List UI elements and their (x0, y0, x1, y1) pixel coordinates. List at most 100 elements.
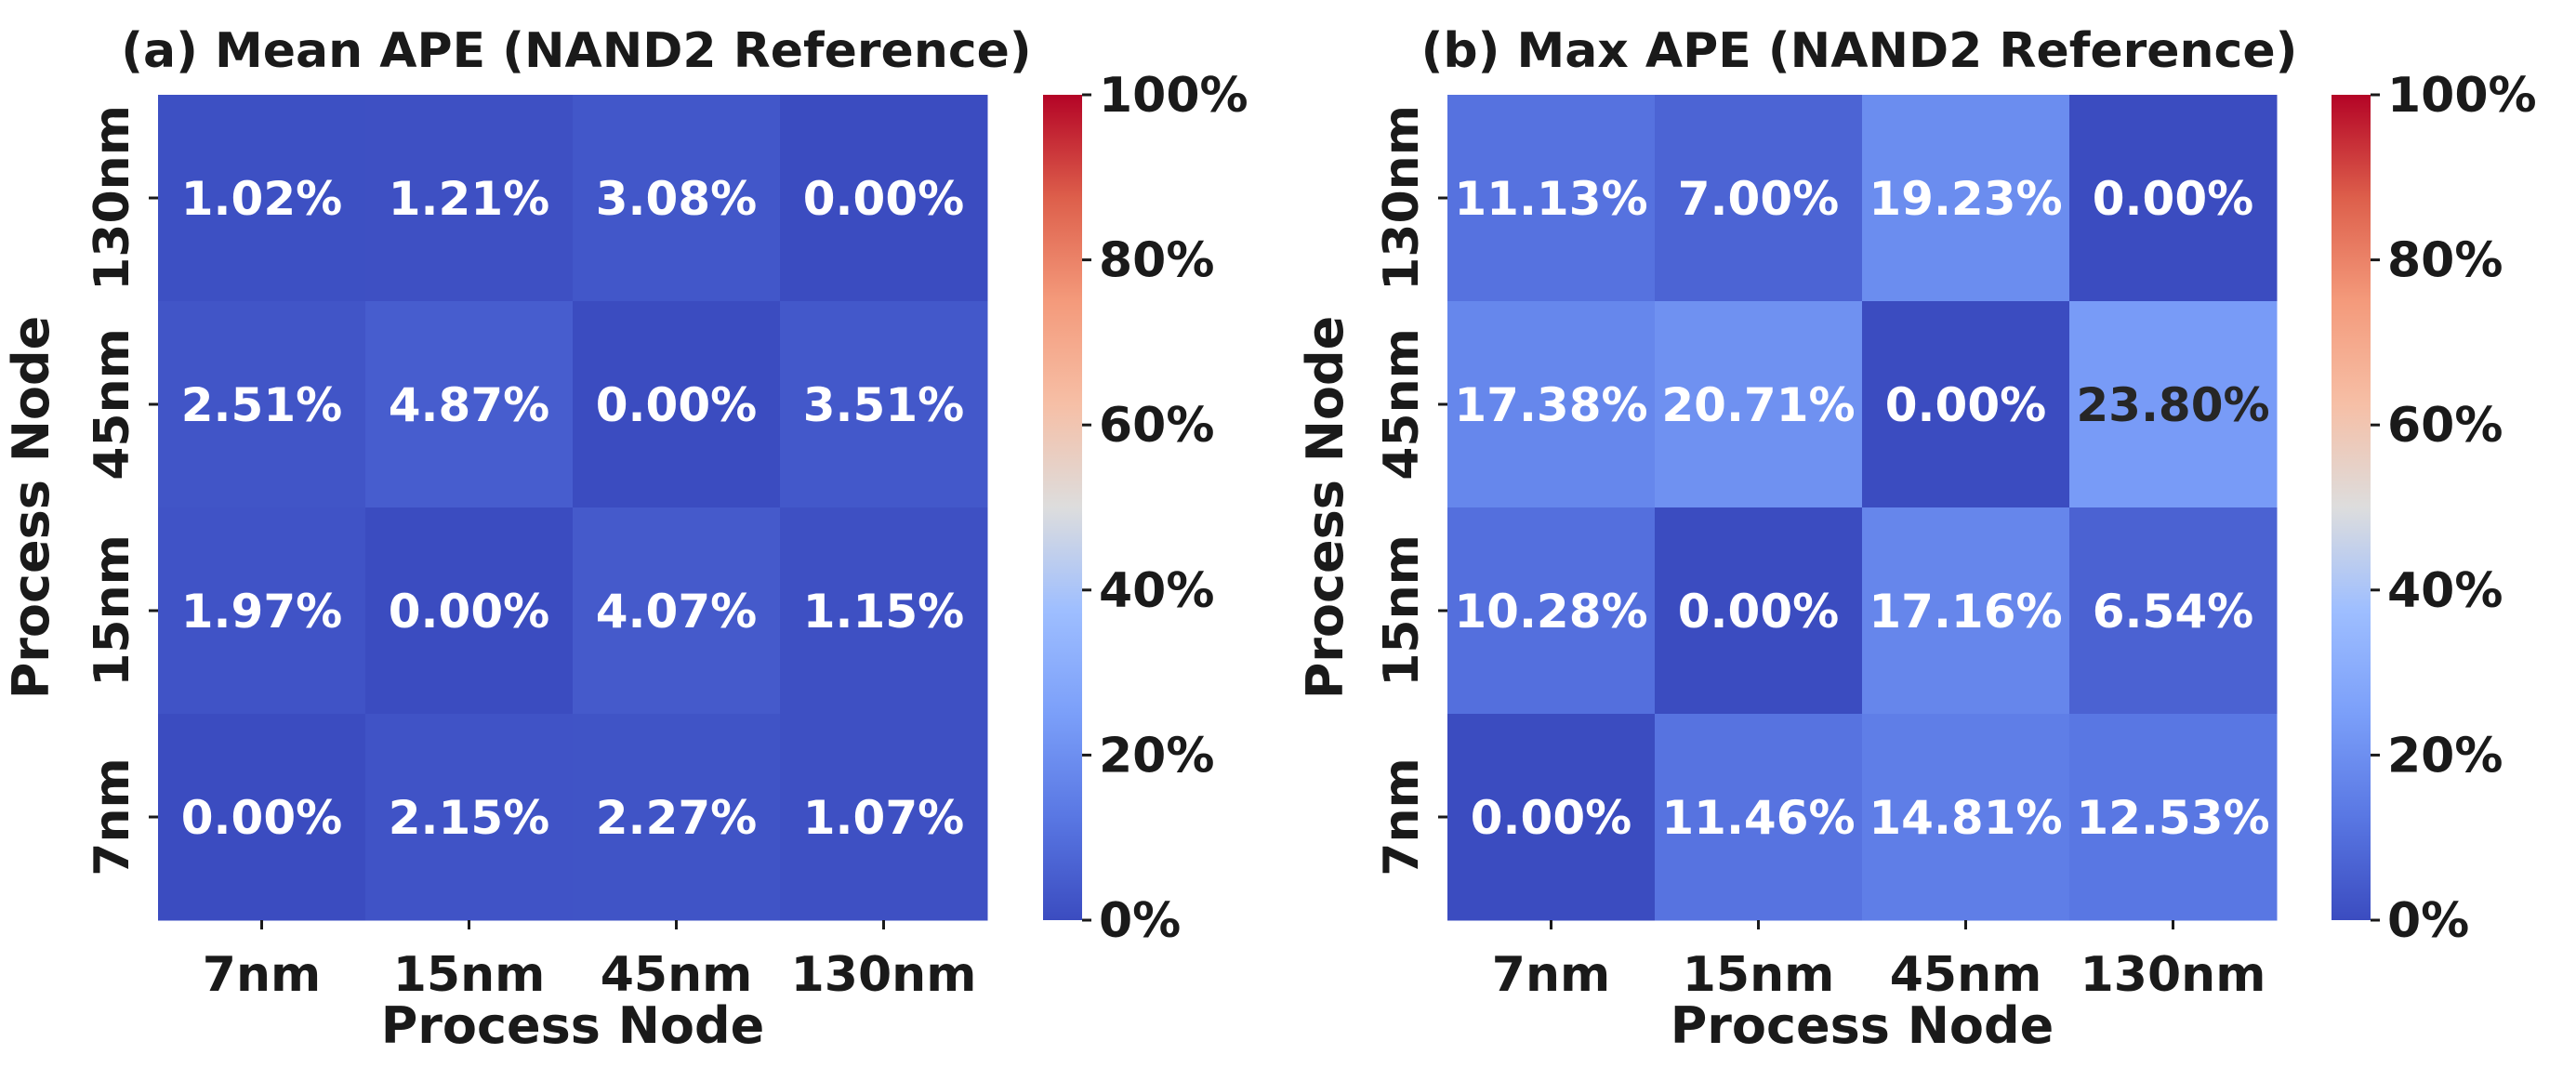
x-tick-label: 45nm (1890, 947, 2042, 1003)
heatmap-cell (573, 95, 781, 302)
colorbar-tick-label: 0% (2387, 893, 2469, 949)
heatmap-cell (780, 507, 988, 715)
colorbar-tick-label: 20% (2387, 728, 2503, 784)
x-tick-label: 45nm (601, 947, 753, 1003)
cell-value-label: 2.51% (181, 378, 342, 432)
heatmap-cell (158, 95, 366, 302)
heatmap-cell (573, 301, 781, 508)
heatmap-cell (1862, 95, 2070, 302)
cell-value-label: 14.81% (1869, 791, 2062, 845)
colorbar-tick-label: 60% (2387, 398, 2503, 454)
x-axis-label: Process Node (381, 996, 765, 1055)
cell-value-label: 12.53% (2076, 791, 2269, 845)
heatmap-cell (573, 714, 781, 921)
cell-value-label: 0.00% (596, 378, 757, 432)
cell-value-label: 0.00% (1471, 791, 1631, 845)
heatmap-cell (1862, 507, 2070, 715)
cell-value-label: 1.15% (803, 585, 964, 639)
heatmap-cell (365, 95, 574, 302)
colorbar-tick-label: 100% (2387, 68, 2537, 124)
y-tick-label: 130nm (85, 105, 140, 291)
heatmap-cell (1447, 714, 1656, 921)
colorbar-tick-label: 60% (1099, 398, 1214, 454)
cell-value-label: 0.00% (389, 585, 549, 639)
heatmap-cell (1655, 714, 1863, 921)
cell-value-label: 6.54% (2093, 585, 2253, 639)
cell-value-label: 1.02% (181, 172, 342, 226)
heatmap-cell (780, 95, 988, 302)
colorbar-tick-label: 20% (1099, 728, 1214, 784)
x-axis-label: Process Node (1671, 996, 2054, 1055)
cell-value-label: 2.27% (596, 791, 757, 845)
cell-value-label: 0.00% (181, 791, 342, 845)
heatmap-cell (158, 714, 366, 921)
cell-value-label: 0.00% (803, 172, 964, 226)
colorbar-tick-label: 0% (1099, 893, 1181, 949)
cell-value-label: 11.46% (1661, 791, 1855, 845)
x-tick-label: 130nm (2081, 947, 2266, 1003)
x-tick-label: 15nm (393, 947, 546, 1003)
y-tick-label: 7nm (1374, 757, 1430, 876)
y-tick-label: 15nm (1374, 534, 1430, 687)
cell-value-label: 7.00% (1678, 172, 1839, 226)
cell-value-label: 4.87% (389, 378, 549, 432)
cell-value-label: 3.08% (596, 172, 757, 226)
cell-value-label: 19.23% (1869, 172, 2062, 226)
colorbar (1043, 95, 1082, 920)
cell-value-label: 1.97% (181, 585, 342, 639)
heatmap-panel-1: (b) Max APE (NAND2 Reference) 11.13% 7.00%… (1296, 23, 2537, 1055)
cell-value-label: 11.13% (1454, 172, 1647, 226)
x-tick-label: 7nm (203, 947, 321, 1003)
heatmap-cell (1447, 95, 1656, 302)
y-tick-label: 15nm (85, 534, 140, 687)
heatmap-cell (1655, 507, 1863, 715)
heatmap-cell (2069, 95, 2278, 302)
cell-value-label: 4.07% (596, 585, 757, 639)
heatmap-cell (158, 507, 366, 715)
heatmap-cell (2069, 507, 2278, 715)
cell-value-label: 17.38% (1454, 378, 1647, 432)
y-tick-label: 45nm (1374, 328, 1430, 481)
y-tick-label: 45nm (85, 328, 140, 481)
y-axis-label: Process Node (1296, 316, 1354, 700)
colorbar-tick-label: 40% (1099, 563, 1214, 619)
colorbar-tick-label: 40% (2387, 563, 2503, 619)
cell-value-label: 3.51% (803, 378, 964, 432)
cell-value-label: 0.00% (1885, 378, 2046, 432)
heatmap-cell (573, 507, 781, 715)
heatmap-cell (1447, 301, 1656, 508)
heatmap-panel-0: (a) Mean APE (NAND2 Reference) 1.02% 1.21%… (2, 23, 1248, 1055)
x-tick-label: 130nm (791, 947, 977, 1003)
heatmap-cell (1862, 301, 2070, 508)
cell-value-label: 17.16% (1869, 585, 2062, 639)
heatmap-cell (365, 507, 574, 715)
y-tick-label: 7nm (85, 757, 140, 876)
heatmap-cell (1655, 95, 1863, 302)
heatmap-cell (1862, 714, 2070, 921)
heatmap-cell (158, 301, 366, 508)
x-tick-label: 7nm (1492, 947, 1610, 1003)
cell-value-label: 1.21% (389, 172, 549, 226)
colorbar (2332, 95, 2371, 920)
heatmap-cell (780, 301, 988, 508)
heatmap-cell (1447, 507, 1656, 715)
chart-title: (b) Max APE (NAND2 Reference) (1421, 23, 2298, 79)
cell-value-label: 2.15% (389, 791, 549, 845)
cell-value-label: 0.00% (2093, 172, 2253, 226)
cell-value-label: 0.00% (1678, 585, 1839, 639)
heatmap-cell (780, 714, 988, 921)
cell-value-label: 1.07% (803, 791, 964, 845)
heatmap-cell (365, 301, 574, 508)
heatmap-cell (2069, 301, 2278, 508)
heatmap-cell (1655, 301, 1863, 508)
colorbar-tick-label: 100% (1099, 68, 1248, 124)
y-tick-label: 130nm (1374, 105, 1430, 291)
cell-value-label: 10.28% (1454, 585, 1647, 639)
cell-value-label: 20.71% (1661, 378, 1855, 432)
y-axis-label: Process Node (2, 316, 60, 700)
cell-value-label: 23.80% (2076, 378, 2269, 432)
heatmap-cell (365, 714, 574, 921)
heatmap-cell (2069, 714, 2278, 921)
x-tick-label: 15nm (1683, 947, 1835, 1003)
